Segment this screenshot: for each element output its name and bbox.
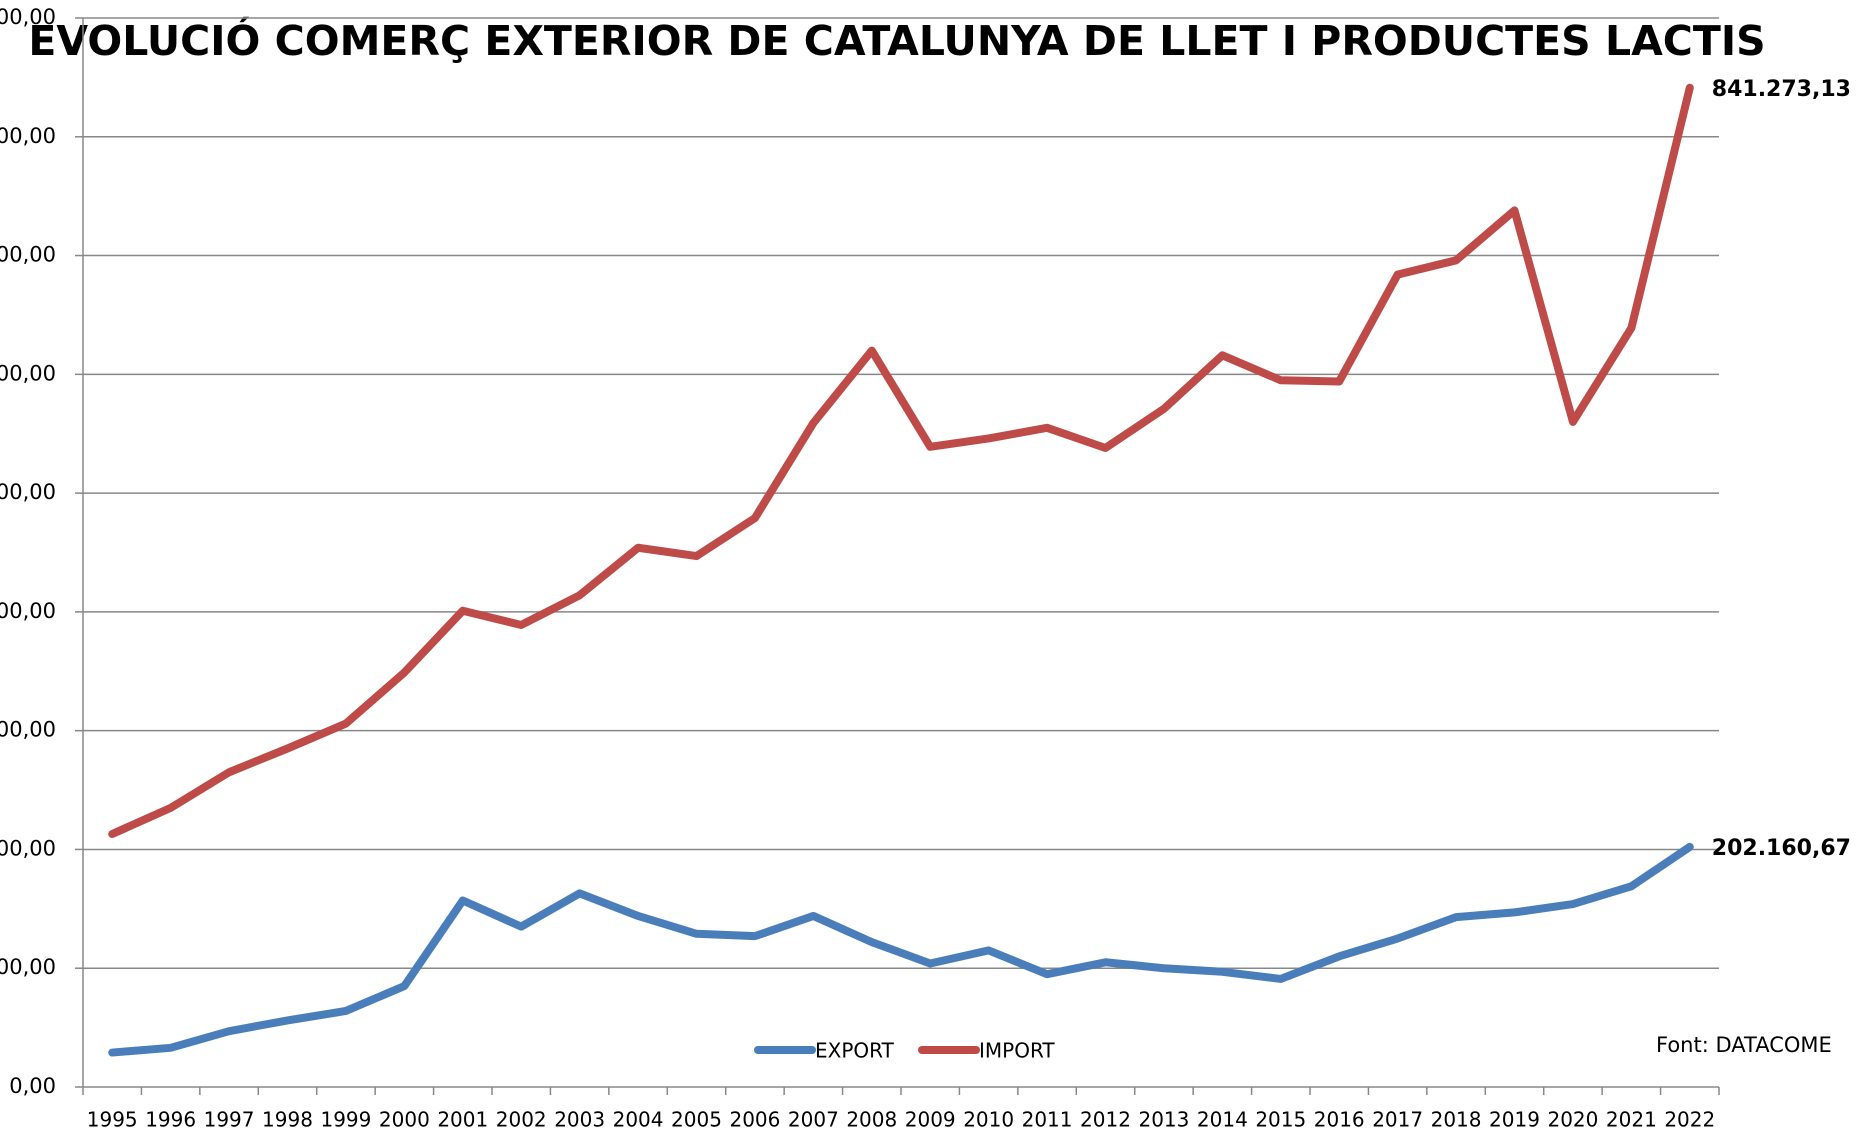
y-tick-label: 800.000,00 bbox=[0, 124, 56, 148]
x-tick-label: 1996 bbox=[145, 1108, 196, 1130]
y-tick-label: 400.000,00 bbox=[0, 599, 56, 623]
x-tick-label: 1995 bbox=[87, 1108, 138, 1130]
y-tick-label: 900.000,00 bbox=[0, 5, 56, 29]
x-tick-label: 2003 bbox=[554, 1108, 605, 1130]
x-tick-label: 2000 bbox=[379, 1108, 430, 1130]
chart-title: EVOLUCIÓ COMERÇ EXTERIOR DE CATALUNYA DE… bbox=[28, 17, 1765, 65]
x-tick-label: 2015 bbox=[1255, 1108, 1306, 1130]
y-tick-label: 500.000,00 bbox=[0, 480, 56, 504]
y-tick-label: 100.000,00 bbox=[0, 955, 56, 979]
x-tick-label: 2016 bbox=[1314, 1108, 1365, 1130]
x-tick-label: 2012 bbox=[1080, 1108, 1131, 1130]
x-tick-label: 2022 bbox=[1664, 1108, 1715, 1130]
x-tick-label: 2004 bbox=[613, 1108, 664, 1130]
x-tick-label: 2011 bbox=[1022, 1108, 1073, 1130]
series-line bbox=[108, 83, 1694, 839]
data-label: 841.273,13 bbox=[1712, 77, 1851, 102]
data-label: 202.160,67 bbox=[1712, 836, 1851, 861]
x-tick-label: 2008 bbox=[846, 1108, 897, 1130]
x-tick-label: 1998 bbox=[262, 1108, 313, 1130]
x-tick-label: 2001 bbox=[437, 1108, 488, 1130]
source-note: Font: DATACOME bbox=[1656, 1033, 1832, 1057]
legend-label: IMPORT bbox=[979, 1039, 1055, 1063]
x-tick-label: 2019 bbox=[1489, 1108, 1540, 1130]
x-tick-label: 2010 bbox=[963, 1108, 1014, 1130]
y-tick-label: 200.000,00 bbox=[0, 836, 56, 860]
x-tick-label: 1999 bbox=[320, 1108, 371, 1130]
y-tick-label: 300.000,00 bbox=[0, 718, 56, 742]
legend-label: EXPORT bbox=[815, 1039, 895, 1063]
x-tick-label: 2021 bbox=[1606, 1108, 1657, 1130]
x-tick-label: 2005 bbox=[671, 1108, 722, 1130]
y-tick-label: 0,00 bbox=[9, 1074, 56, 1098]
series-line bbox=[108, 842, 1694, 1057]
y-tick-label: 600.000,00 bbox=[0, 361, 56, 385]
x-tick-label: 2006 bbox=[729, 1108, 780, 1130]
x-tick-label: 1997 bbox=[204, 1108, 255, 1130]
x-tick-label: 2009 bbox=[905, 1108, 956, 1130]
x-tick-label: 2014 bbox=[1197, 1108, 1248, 1130]
x-tick-label: 2002 bbox=[496, 1108, 547, 1130]
x-tick-label: 2017 bbox=[1372, 1108, 1423, 1130]
x-tick-label: 2013 bbox=[1138, 1108, 1189, 1130]
y-tick-label: 700.000,00 bbox=[0, 243, 56, 267]
x-tick-label: 2020 bbox=[1547, 1108, 1598, 1130]
x-tick-label: 2018 bbox=[1431, 1108, 1482, 1130]
x-tick-label: 2007 bbox=[788, 1108, 839, 1130]
